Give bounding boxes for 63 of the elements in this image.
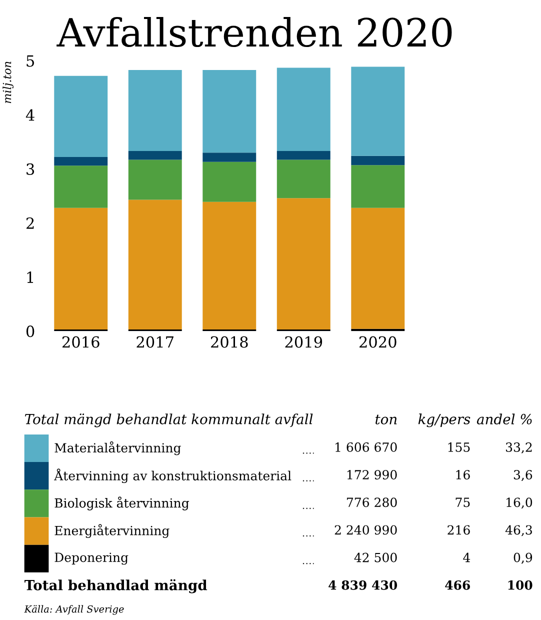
bar (276, 160, 330, 198)
x-tick-label: 2016 (62, 336, 100, 348)
legend-label: Deponering (54, 552, 128, 565)
legend-label: Energiåtervinning (54, 524, 170, 538)
text: 46,3 (505, 525, 532, 536)
text: 1 606 670 (336, 442, 397, 452)
y-tick-label: 1 (27, 271, 34, 283)
x-tick-label: 2019 (285, 336, 322, 348)
text: 75 (456, 498, 470, 508)
y-tick-label: 2 (26, 217, 34, 229)
x-tick-label: 2020 (359, 336, 396, 348)
text: 4 (463, 552, 470, 562)
text: ton (376, 414, 397, 424)
bar (202, 162, 256, 202)
bar (351, 66, 405, 156)
text: 100 (508, 580, 532, 590)
bar (351, 165, 405, 208)
text: 16 (456, 470, 470, 480)
text: 776 280 (346, 498, 397, 508)
text: 2 240 990 (334, 525, 397, 535)
bar (128, 160, 182, 200)
bar (351, 208, 405, 329)
text: 172 990 (347, 470, 397, 480)
bar (54, 76, 108, 157)
bar (276, 198, 330, 330)
bar (276, 151, 330, 160)
text: 0,9 (514, 552, 532, 564)
bar (202, 152, 256, 162)
bar (128, 200, 182, 330)
text: 155 (448, 442, 470, 452)
legend-title: Total mängd behandlat kommunalt avfall (25, 413, 313, 428)
bar (202, 202, 256, 330)
legend-label: Återvinning av konstruktionsmaterial (54, 468, 292, 484)
chart-title: Avfallstrenden 2020 (56, 16, 452, 48)
x-tick-label: 2018 (210, 336, 248, 348)
bar (54, 156, 108, 166)
bar (202, 70, 256, 153)
bar (54, 166, 108, 208)
y-tick-label: 0 (26, 326, 34, 338)
bar (351, 156, 405, 166)
text: Total behandlad mängd (24, 579, 208, 594)
legend-label: Materialåtervinning (54, 441, 181, 456)
bar (128, 151, 182, 160)
x-tick-label: 2017 (136, 336, 174, 348)
y-tick-label: 3 (26, 163, 34, 175)
bar (276, 68, 330, 152)
y-axis-title: milj.ton (2, 62, 14, 104)
bar (128, 70, 182, 152)
text: 466 (445, 580, 470, 590)
text: 216 (448, 525, 470, 535)
y-tick-label: 5 (26, 55, 34, 67)
text: 33,2 (506, 442, 532, 454)
text: andel % (476, 414, 532, 424)
bar (351, 328, 405, 332)
text: kg/pers (418, 414, 470, 428)
text: 42 500 (354, 552, 397, 562)
y-tick-label: 4 (26, 109, 34, 121)
bar (54, 208, 108, 330)
text: 4 839 430 (328, 580, 398, 590)
text: Källa: Avfall Sverige (24, 605, 124, 615)
text: 3,6 (514, 470, 532, 481)
legend-label: Biologisk återvinning (54, 496, 189, 510)
text: 16,0 (506, 498, 532, 509)
